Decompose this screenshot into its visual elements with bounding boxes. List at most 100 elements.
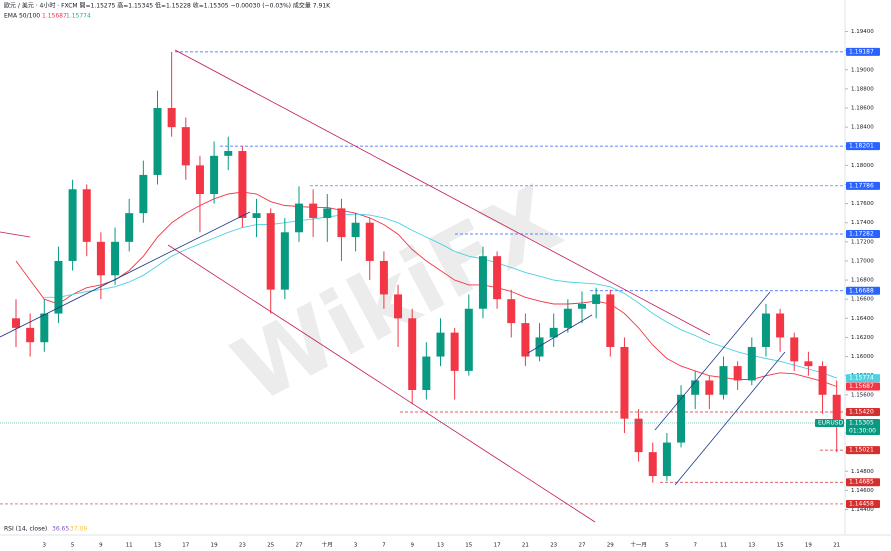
candle-body bbox=[153, 108, 162, 175]
price-tag bbox=[846, 418, 880, 435]
x-tick-label: 3 bbox=[354, 543, 358, 549]
x-tick-label: 十一月 bbox=[630, 541, 647, 549]
candle-body bbox=[195, 165, 204, 195]
candle-body bbox=[549, 327, 558, 338]
candle-body bbox=[790, 337, 799, 362]
x-tick-label: 15 bbox=[777, 543, 784, 549]
candle-body bbox=[662, 442, 671, 477]
candle-body bbox=[54, 260, 63, 314]
candle-body bbox=[12, 318, 20, 328]
candle-body bbox=[181, 127, 190, 166]
x-tick-label: 19 bbox=[805, 543, 812, 549]
candle-body bbox=[450, 332, 459, 371]
y-tick-label: 1.19400 bbox=[851, 29, 874, 35]
x-tick-label: 5 bbox=[665, 543, 669, 549]
trendline bbox=[527, 314, 593, 354]
ema-tag-label: 1.15687 bbox=[849, 383, 874, 390]
level-tag bbox=[846, 407, 880, 416]
x-tick-label: 13 bbox=[154, 543, 161, 549]
candle-body bbox=[733, 366, 742, 381]
level-tag bbox=[846, 47, 880, 56]
ema-line bbox=[15, 191, 837, 387]
trendline bbox=[0, 231, 31, 238]
y-tick-label: 1.17200 bbox=[851, 239, 874, 245]
candle-body bbox=[436, 332, 445, 357]
x-tick-label: 23 bbox=[239, 543, 246, 549]
level-tag bbox=[846, 181, 880, 190]
symbol-tag bbox=[815, 418, 844, 427]
candle-body bbox=[266, 213, 275, 290]
countdown: 01:30:00 bbox=[849, 427, 876, 434]
x-tick-label: 9 bbox=[410, 543, 414, 549]
x-tick-label: 25 bbox=[267, 543, 274, 549]
level-tag bbox=[846, 142, 880, 151]
y-tick-label: 1.16000 bbox=[851, 354, 874, 360]
candle-body bbox=[68, 189, 77, 261]
rsi-label: RSI (14, close) bbox=[4, 526, 47, 533]
y-tick-label: 1.16200 bbox=[851, 335, 874, 341]
ema-line bbox=[44, 213, 837, 379]
level-tag bbox=[846, 230, 880, 238]
candle-body bbox=[648, 452, 657, 477]
candle-body bbox=[351, 222, 360, 238]
candle-body bbox=[111, 241, 120, 276]
y-tick-label: 1.17600 bbox=[851, 201, 874, 207]
candle-body bbox=[309, 203, 318, 218]
candle-body bbox=[493, 256, 502, 300]
candle-body bbox=[606, 294, 615, 347]
y-tick-label: 1.16400 bbox=[851, 316, 874, 322]
candle-body bbox=[238, 151, 247, 218]
candle-body bbox=[139, 174, 148, 214]
y-tick-label: 1.14400 bbox=[851, 507, 874, 513]
candle-body bbox=[252, 213, 261, 218]
trendline bbox=[654, 291, 771, 431]
level-label: 1.18201 bbox=[849, 143, 874, 150]
candle-body bbox=[323, 208, 332, 218]
candle-body bbox=[634, 418, 643, 453]
candle-body bbox=[379, 260, 388, 295]
x-tick-label: 21 bbox=[522, 543, 529, 549]
candle-body bbox=[592, 294, 601, 304]
candle-body bbox=[394, 294, 403, 319]
level-tag bbox=[846, 499, 880, 508]
ema-tag bbox=[846, 374, 880, 383]
candle-body bbox=[804, 361, 813, 367]
candle-body bbox=[776, 313, 785, 338]
candle-body bbox=[224, 151, 233, 156]
x-tick-label: 9 bbox=[99, 543, 103, 549]
y-tick-label: 1.18000 bbox=[851, 163, 874, 169]
x-tick-label: 十月 bbox=[322, 541, 333, 549]
candle-body bbox=[818, 366, 827, 395]
level-label: 1.14685 bbox=[849, 479, 874, 486]
x-tick-label: 15 bbox=[465, 543, 472, 549]
candle-body bbox=[40, 313, 49, 343]
ema-legend-value: 1.15687 bbox=[42, 13, 67, 20]
x-tick-label: 11 bbox=[720, 543, 727, 549]
candle-body bbox=[82, 189, 91, 242]
header: 欧元 / 美元 · 4小时 · FXCM 開=1.15275 高=1.15345… bbox=[4, 2, 331, 10]
y-tick-label: 1.14800 bbox=[851, 469, 874, 475]
x-tick-label: 23 bbox=[550, 543, 557, 549]
candle-body bbox=[521, 323, 530, 357]
y-tick-label: 1.19000 bbox=[851, 67, 874, 73]
candle-body bbox=[295, 203, 303, 233]
x-tick-label: 19 bbox=[211, 543, 218, 549]
level-label: 1.19187 bbox=[849, 48, 874, 55]
ema-tag-label: 1.15774 bbox=[849, 375, 874, 382]
x-tick-label: 11 bbox=[126, 543, 133, 549]
level-label: 1.17786 bbox=[849, 182, 874, 189]
y-tick-label: 1.18600 bbox=[851, 106, 874, 112]
level-tag bbox=[846, 286, 880, 295]
rsi-value: 37.09 bbox=[70, 526, 87, 533]
candle-body bbox=[365, 222, 374, 261]
candle-body bbox=[96, 241, 105, 276]
candle-body bbox=[691, 380, 700, 395]
y-tick-label: 1.14600 bbox=[851, 488, 874, 494]
candle-body bbox=[337, 208, 346, 238]
y-tick-label: 1.16800 bbox=[851, 278, 874, 284]
level-label: 1.15420 bbox=[849, 408, 874, 415]
y-tick-label: 1.17400 bbox=[851, 220, 874, 226]
level-label: 1.16688 bbox=[849, 287, 874, 294]
